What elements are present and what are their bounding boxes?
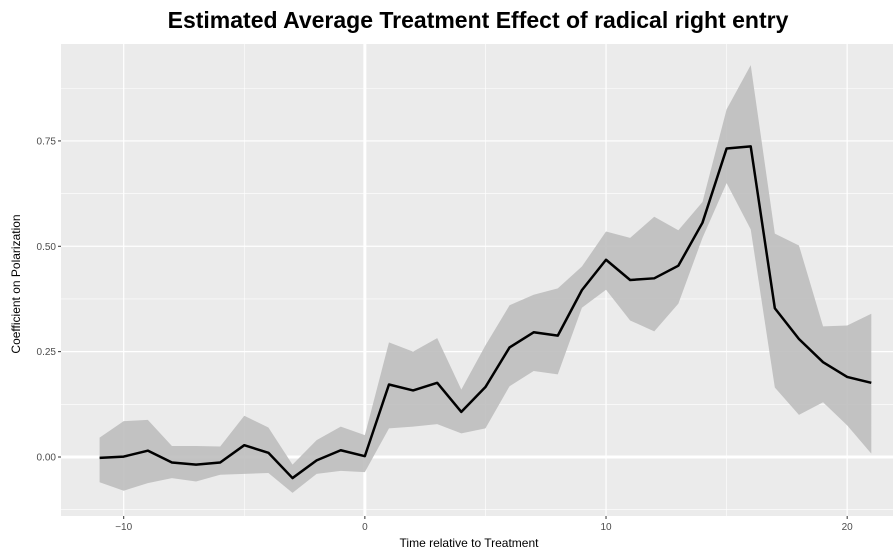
confidence-band-layer [99, 65, 872, 493]
y-axis-title: Coefficient on Polarization [9, 214, 23, 353]
estimate-line-layer [99, 145, 872, 480]
y-tick-label: 0.25 [37, 347, 57, 358]
y-tick-label: 0.00 [37, 453, 57, 464]
y-tick-label: 0.75 [37, 136, 57, 147]
y-tick-label: 0.50 [37, 242, 57, 253]
x-tick-label: 0 [362, 522, 368, 533]
x-tick-label: 20 [842, 522, 854, 533]
x-tick-label: 10 [600, 522, 612, 533]
x-axis-title: Time relative to Treatment [400, 536, 540, 550]
estimate-line [99, 145, 872, 480]
confidence-band [99, 65, 872, 493]
x-tick-label: −10 [115, 522, 132, 533]
chart-title: Estimated Average Treatment Effect of ra… [168, 7, 789, 33]
axis-ticks: −10 0 10 20 0.00 0.25 0.50 0.75 [37, 136, 854, 533]
